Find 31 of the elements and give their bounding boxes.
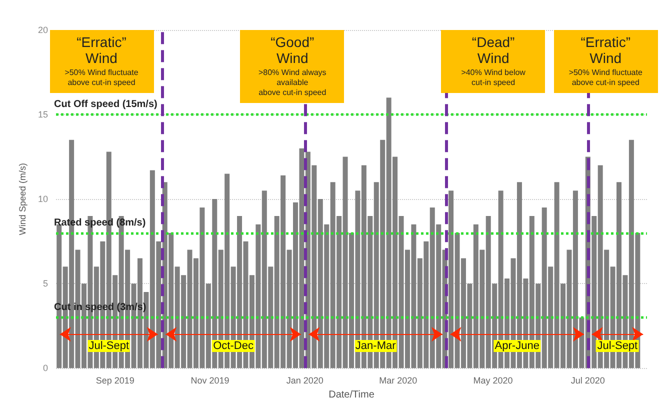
x-tick-label: Jan 2020 bbox=[286, 376, 324, 386]
annotation: >40% Wind below cut-in speed bbox=[460, 68, 526, 88]
x-tick-label: Nov 2019 bbox=[190, 376, 230, 386]
y-tick-label: 15 bbox=[38, 110, 48, 120]
note-box: “Erratic” Wind >50% Wind fluctuate above cut-in speed bbox=[50, 30, 154, 93]
x-tick-label: May 2020 bbox=[473, 376, 513, 386]
annotation: Oct-Dec bbox=[212, 340, 254, 352]
annotation: “Erratic” Wind bbox=[76, 34, 128, 66]
x-tick-label: Mar 2020 bbox=[379, 376, 418, 386]
y-axis-title: Wind Speed (m/s) bbox=[18, 163, 28, 236]
annotation: “Dead” Wind bbox=[470, 34, 516, 66]
x-axis-title: Date/Time bbox=[328, 390, 375, 400]
annotation: Apr-June bbox=[494, 340, 540, 352]
x-tick-label: Jul 2020 bbox=[570, 376, 605, 386]
annotation: >80% Wind always available above cut-in speed bbox=[257, 68, 328, 98]
y-tick-label: 0 bbox=[42, 363, 48, 374]
y-tick-label: 10 bbox=[38, 194, 48, 204]
note-box: “Erratic” Wind >50% Wind fluctuate above cut-in speed bbox=[554, 30, 658, 93]
annotation: Jan-Mar bbox=[354, 340, 397, 352]
annotation: Jul-Sept bbox=[88, 340, 130, 352]
annotation: >50% Wind fluctuate above cut-in speed bbox=[64, 68, 140, 88]
note-box: “Dead” Wind >40% Wind below cut-in speed bbox=[441, 30, 546, 93]
x-tick-label: Sep 2019 bbox=[96, 376, 134, 386]
y-tick-label: 20 bbox=[38, 25, 48, 35]
annotation: “Good” Wind bbox=[270, 34, 316, 66]
note-box: “Good” Wind >80% Wind always available above cut-in speed bbox=[240, 30, 344, 103]
annotation: Jul-Sept bbox=[596, 340, 639, 352]
annotation: “Erratic” Wind bbox=[580, 34, 632, 66]
annotation: >50% Wind fluctuate above cut-in speed bbox=[568, 68, 644, 88]
ref-line-label: Cut Off speed (15m/s) bbox=[54, 99, 158, 110]
y-tick-label: 5 bbox=[42, 278, 48, 289]
